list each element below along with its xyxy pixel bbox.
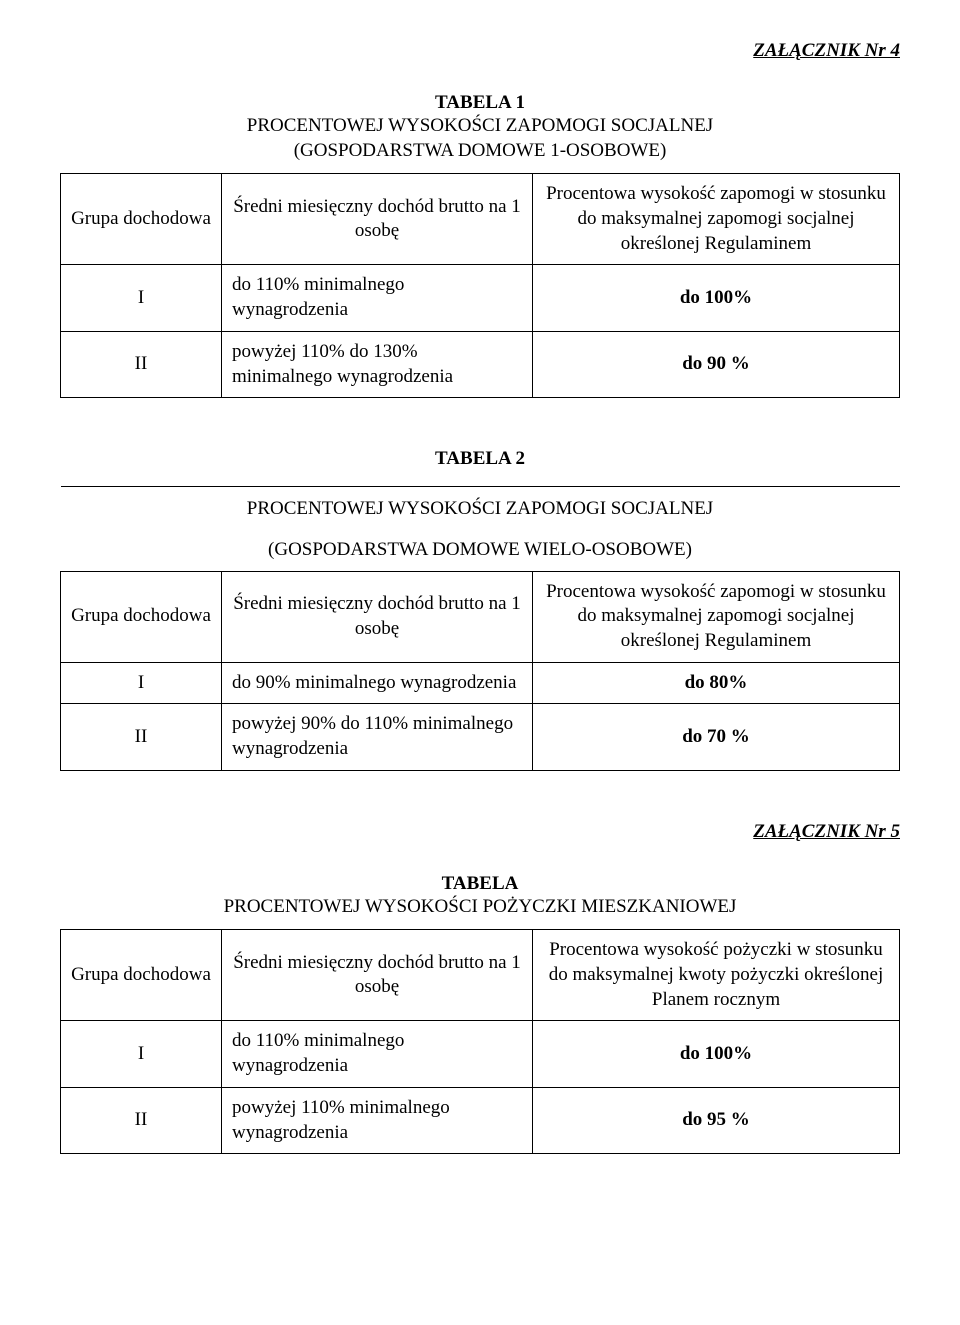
table-row: II powyżej 110% minimalnego wynagrodzeni… xyxy=(61,1087,900,1153)
table1-col-percent: Procentowa wysokość zapomogi w stosunku … xyxy=(533,174,900,265)
table3-col-group: Grupa dochodowa xyxy=(61,930,222,1021)
cell-group: II xyxy=(61,331,222,397)
table2-title-line2: (GOSPODARSTWA DOMOWE WIELO-OSOBOWE) xyxy=(61,530,900,571)
table-row: II powyżej 110% do 130% minimalnego wyna… xyxy=(61,331,900,397)
cell-income: do 110% minimalnego wynagrodzenia xyxy=(222,1021,533,1087)
cell-percent: do 70 % xyxy=(533,704,900,770)
cell-group: I xyxy=(61,662,222,704)
table1-col-income: Średni miesięczny dochód brutto na 1 oso… xyxy=(222,174,533,265)
table-row: Grupa dochodowa Średni miesięczny dochód… xyxy=(61,930,900,1021)
table2-col-income: Średni miesięczny dochód brutto na 1 oso… xyxy=(222,571,533,662)
table1: Grupa dochodowa Średni miesięczny dochód… xyxy=(60,173,900,398)
table-row: I do 110% minimalnego wynagrodzenia do 1… xyxy=(61,1021,900,1087)
table1-label: TABELA 1 xyxy=(60,92,900,114)
table2-col-group: Grupa dochodowa xyxy=(61,571,222,662)
table2-title-line1: PROCENTOWEJ WYSOKOŚCI ZAPOMOGI SOCJALNEJ xyxy=(61,487,900,530)
table-row: Grupa dochodowa Średni miesięczny dochód… xyxy=(61,174,900,265)
table2: PROCENTOWEJ WYSOKOŚCI ZAPOMOGI SOCJALNEJ… xyxy=(60,486,900,771)
cell-income: powyżej 110% do 130% minimalnego wynagro… xyxy=(222,331,533,397)
table1-title-line1: PROCENTOWEJ WYSOKOŚCI ZAPOMOGI SOCJALNEJ xyxy=(60,114,900,139)
cell-percent: do 95 % xyxy=(533,1087,900,1153)
table-row: (GOSPODARSTWA DOMOWE WIELO-OSOBOWE) xyxy=(61,530,900,571)
cell-group: I xyxy=(61,1021,222,1087)
attachment-4-header: ZAŁĄCZNIK Nr 4 xyxy=(60,40,900,62)
table-row: Grupa dochodowa Średni miesięczny dochód… xyxy=(61,571,900,662)
table2-col-percent: Procentowa wysokość zapomogi w stosunku … xyxy=(533,571,900,662)
cell-group: II xyxy=(61,1087,222,1153)
table3: Grupa dochodowa Średni miesięczny dochód… xyxy=(60,929,900,1154)
table-row: II powyżej 90% do 110% minimalnego wynag… xyxy=(61,704,900,770)
cell-percent: do 100% xyxy=(533,265,900,331)
table-row: I do 90% minimalnego wynagrodzenia do 80… xyxy=(61,662,900,704)
table1-title-line2: (GOSPODARSTWA DOMOWE 1-OSOBOWE) xyxy=(60,139,900,164)
table-row: PROCENTOWEJ WYSOKOŚCI ZAPOMOGI SOCJALNEJ xyxy=(61,487,900,530)
cell-percent: do 100% xyxy=(533,1021,900,1087)
attachment-5-header: ZAŁĄCZNIK Nr 5 xyxy=(60,821,900,843)
cell-income: do 90% minimalnego wynagrodzenia xyxy=(222,662,533,704)
cell-percent: do 80% xyxy=(533,662,900,704)
table3-col-income: Średni miesięczny dochód brutto na 1 oso… xyxy=(222,930,533,1021)
table2-label: TABELA 2 xyxy=(60,448,900,470)
cell-group: II xyxy=(61,704,222,770)
cell-percent: do 90 % xyxy=(533,331,900,397)
cell-income: powyżej 110% minimalnego wynagrodzenia xyxy=(222,1087,533,1153)
table1-col-group: Grupa dochodowa xyxy=(61,174,222,265)
cell-income: powyżej 90% do 110% minimalnego wynagrod… xyxy=(222,704,533,770)
table3-title-line1: PROCENTOWEJ WYSOKOŚCI POŻYCZKI MIESZKANI… xyxy=(60,895,900,920)
cell-income: do 110% minimalnego wynagrodzenia xyxy=(222,265,533,331)
cell-group: I xyxy=(61,265,222,331)
table3-col-percent: Procentowa wysokość pożyczki w stosunku … xyxy=(533,930,900,1021)
table-row: I do 110% minimalnego wynagrodzenia do 1… xyxy=(61,265,900,331)
table3-label: TABELA xyxy=(60,873,900,895)
